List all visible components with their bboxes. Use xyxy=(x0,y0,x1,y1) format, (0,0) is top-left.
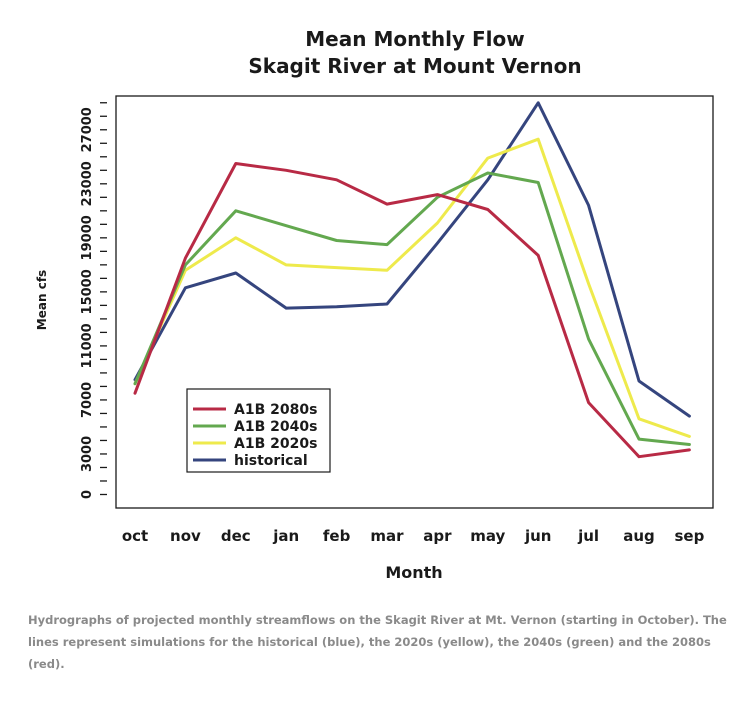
streamflow-chart: Mean Monthly Flow Skagit River at Mount … xyxy=(35,27,714,582)
series-line-a1b-2020s xyxy=(133,137,691,438)
y-tick-label: 23000 xyxy=(80,161,95,206)
x-tick-label: feb xyxy=(323,527,351,545)
legend-label: A1B 2080s xyxy=(234,402,317,418)
x-tick-label: jan xyxy=(272,527,299,545)
x-tick-label: jul xyxy=(577,527,599,545)
series-lines xyxy=(133,101,691,459)
series-line-historical xyxy=(133,101,691,418)
x-tick-labels: oct nov dec jan feb mar apr may jun jul aug sep xyxy=(122,527,705,545)
y-minor-ticks xyxy=(100,102,107,496)
x-tick-label: jun xyxy=(524,527,552,545)
y-tick-label: 19000 xyxy=(80,215,95,260)
series-line-a1b-2080s xyxy=(133,162,691,459)
legend-label: historical xyxy=(234,453,308,469)
y-axis-label: Mean cfs xyxy=(35,270,49,330)
x-tick-label: apr xyxy=(423,527,452,545)
chart-title-line-2: Skagit River at Mount Vernon xyxy=(248,54,581,78)
x-tick-label: dec xyxy=(221,527,251,545)
y-tick-label: 11000 xyxy=(80,323,95,368)
x-tick-label: sep xyxy=(674,527,704,545)
x-tick-label: aug xyxy=(623,527,655,545)
x-tick-label: nov xyxy=(170,527,201,545)
y-tick-label: 27000 xyxy=(80,107,95,152)
y-tick-label: 3000 xyxy=(80,436,95,472)
chart-title-line-1: Mean Monthly Flow xyxy=(305,27,524,51)
legend-box xyxy=(186,388,331,473)
legend-label: A1B 2020s xyxy=(234,436,317,452)
y-tick-label: 7000 xyxy=(80,382,95,418)
legend-label: A1B 2040s xyxy=(234,419,317,435)
figure-caption: Hydrographs of projected monthly streamf… xyxy=(28,613,727,671)
x-tick-label: mar xyxy=(370,527,404,545)
x-axis-label: Month xyxy=(385,563,442,582)
y-tick-labels: 0 3000 7000 11000 15000 19000 23000 27000 xyxy=(80,107,95,499)
x-tick-label: oct xyxy=(122,527,148,545)
x-tick-label: may xyxy=(470,527,505,545)
y-tick-label: 0 xyxy=(80,490,95,499)
series-line-a1b-2040s xyxy=(133,171,691,446)
y-tick-label: 15000 xyxy=(80,269,95,314)
plot-frame xyxy=(115,95,714,509)
